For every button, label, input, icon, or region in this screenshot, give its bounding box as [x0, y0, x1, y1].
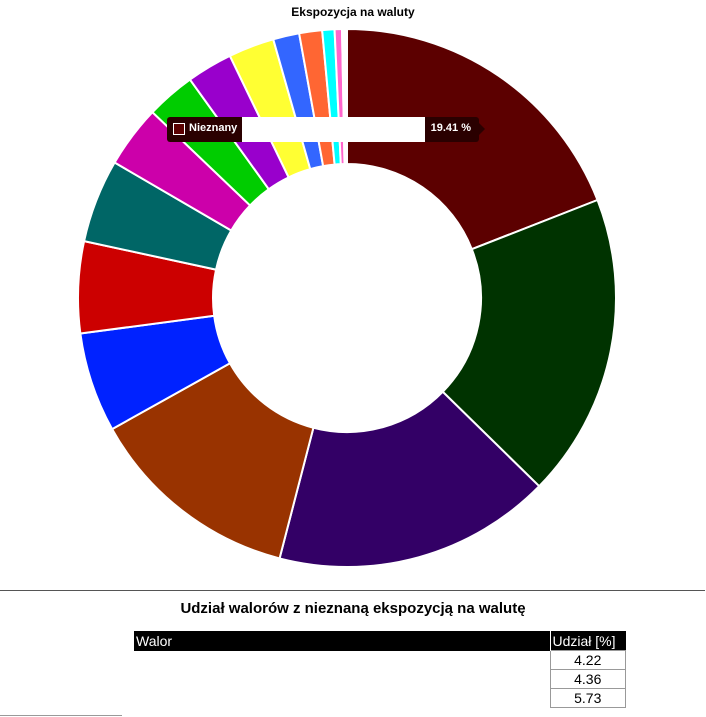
- chart-title: Ekspozycja na waluty: [291, 5, 415, 19]
- bottom-rule: [0, 715, 122, 716]
- tooltip-label: Nieznany: [189, 122, 238, 134]
- header-share: Udział [%]: [549, 631, 626, 651]
- section-divider: [0, 590, 705, 591]
- table-header-row: Walor Udział [%]: [134, 631, 626, 651]
- share-cell: 4.22: [549, 650, 626, 670]
- table-title: Udział walorów z nieznaną ekspozycją na …: [180, 600, 526, 617]
- share-cell: 4.36: [549, 669, 626, 689]
- donut-chart: [77, 27, 617, 568]
- table-row: 4.36: [134, 669, 626, 689]
- chart-tooltip: Nieznany 19.41 %: [167, 117, 485, 142]
- table-row: 4.22: [134, 650, 626, 670]
- header-walor: Walor: [134, 631, 550, 651]
- donut-slice-1[interactable]: [441, 198, 617, 488]
- walor-cell: [134, 651, 550, 670]
- tooltip-arrow: [479, 123, 485, 135]
- tooltip-value: 19.41 %: [430, 122, 471, 134]
- table-row: 5.73: [134, 688, 626, 708]
- tooltip-redaction: [242, 117, 425, 142]
- walor-cell: [134, 670, 550, 689]
- walor-cell: [134, 689, 550, 708]
- holdings-table: Walor Udział [%] 4.22 4.36 5.73: [134, 631, 626, 708]
- tooltip-color-swatch: [173, 123, 185, 135]
- share-cell: 5.73: [549, 688, 626, 708]
- donut-slice-2[interactable]: [278, 390, 541, 568]
